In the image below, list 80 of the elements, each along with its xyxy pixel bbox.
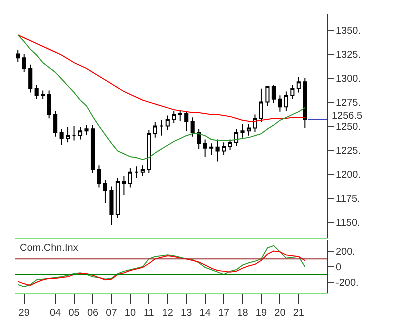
candlestick xyxy=(222,142,226,156)
candlestick xyxy=(147,130,152,174)
x-tick-label: 11 xyxy=(144,308,155,319)
candlestick xyxy=(47,90,52,120)
candlestick xyxy=(97,165,102,188)
candlestick xyxy=(178,110,182,122)
y-tick-label: 1275. xyxy=(336,98,362,109)
y-tick-label: 1225. xyxy=(336,146,362,157)
x-tick-label: 20 xyxy=(274,308,286,319)
candlestick xyxy=(84,124,89,136)
y-tick-label: 1250. xyxy=(336,122,362,133)
candlestick xyxy=(296,76,301,94)
x-tick-label: 07 xyxy=(106,308,118,319)
candlestick xyxy=(16,50,20,62)
candlestick xyxy=(116,178,120,219)
y-tick-label: 1150. xyxy=(336,218,360,229)
candlestick xyxy=(166,115,170,131)
candlestick xyxy=(110,186,114,226)
candlestick xyxy=(153,122,158,138)
candlestick xyxy=(134,166,139,179)
line-series xyxy=(18,34,306,122)
line-series xyxy=(18,245,306,288)
candlestick xyxy=(41,90,46,100)
candlestick xyxy=(72,126,76,142)
x-tick-label: 21 xyxy=(293,308,305,319)
x-tick-label: 14 xyxy=(200,308,212,319)
candlestick xyxy=(272,84,276,104)
y-tick-label: 1200. xyxy=(336,170,362,181)
candlestick xyxy=(128,168,132,188)
candlestick xyxy=(90,124,96,174)
y-tick-label: 1175. xyxy=(336,194,360,205)
y-tick-label: 0 xyxy=(336,262,342,274)
line-series xyxy=(18,250,306,286)
candlestick xyxy=(160,120,164,136)
candlestick xyxy=(172,110,176,124)
candlestick xyxy=(240,124,245,138)
x-tick-label: 04 xyxy=(50,308,62,319)
candlestick xyxy=(78,126,83,140)
candlestick xyxy=(190,117,195,138)
candlestick xyxy=(34,84,39,100)
y-tick-label: -200. xyxy=(336,278,359,289)
candlestick xyxy=(54,110,58,138)
line-series xyxy=(18,34,306,160)
x-tick-label: 18 xyxy=(237,308,249,319)
candlestick xyxy=(303,78,308,129)
ref-line-label: 1256.5 xyxy=(332,111,364,122)
x-tick-label: 17 xyxy=(218,308,230,319)
candlestick xyxy=(259,88,264,123)
candlestick xyxy=(28,64,33,94)
candlestick xyxy=(203,139,208,158)
candlestick xyxy=(228,139,232,151)
candlestick xyxy=(253,114,258,133)
candlestick xyxy=(60,128,64,146)
x-tick-label: 06 xyxy=(87,308,99,319)
y-tick-label: 200. xyxy=(336,246,356,258)
candlestick xyxy=(197,128,202,150)
x-tick-label: 13 xyxy=(181,308,193,319)
x-tick-label: 29 xyxy=(18,308,30,319)
candlestick xyxy=(266,85,270,107)
x-tick-label: 19 xyxy=(256,308,268,319)
x-tick-label: 05 xyxy=(68,308,80,319)
candlestick xyxy=(22,54,26,74)
y-tick-label: 1350. xyxy=(336,26,362,37)
candlestick xyxy=(103,180,108,204)
candlestick xyxy=(290,84,295,100)
candlestick xyxy=(216,139,220,162)
candlestick xyxy=(66,126,70,144)
candlestick xyxy=(184,111,189,132)
candlestick xyxy=(278,95,282,112)
candlestick xyxy=(210,143,214,156)
candlestick xyxy=(284,91,288,112)
chart-title: Com.Chn.Inx xyxy=(20,243,78,254)
y-tick-label: 1300. xyxy=(336,74,362,85)
y-tick-label: 1325. xyxy=(336,50,362,61)
x-tick-label: 12 xyxy=(162,308,174,319)
candlestick xyxy=(122,176,126,196)
candlestick xyxy=(140,165,145,177)
candlestick xyxy=(246,124,252,136)
x-tick-label: 10 xyxy=(124,308,136,319)
candlestick xyxy=(234,128,239,147)
